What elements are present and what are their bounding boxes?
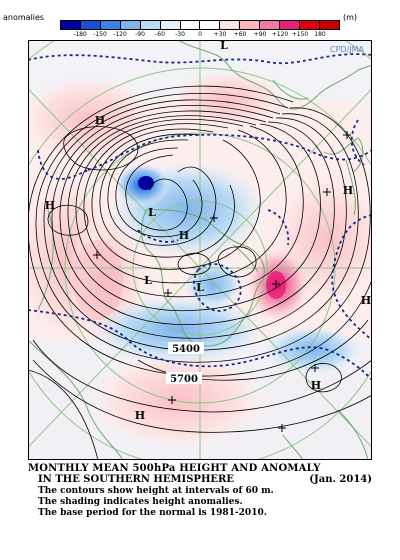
legend-swatch-4 — [140, 21, 161, 29]
legend-title: anomalies — [3, 13, 45, 22]
legend-tick: 180 — [314, 31, 326, 38]
legend-tick: +30 — [213, 31, 227, 38]
high-center-far-west: H — [45, 199, 55, 212]
legend-swatch-13 — [319, 21, 339, 29]
anomaly-legend: anomalies -180 -150 -120 -90 -60 -30 0 +30 +60 +9… — [0, 0, 400, 40]
legend-swatch-8 — [220, 21, 241, 29]
high-center-east: H — [343, 184, 353, 197]
legend-swatch-6 — [180, 21, 201, 29]
high-center-southeast: H — [311, 379, 321, 392]
low-center-main: L — [148, 206, 156, 219]
legend-swatch-9 — [240, 21, 261, 29]
caption-subtitle-row: IN THE SOUTHERN HEMISPHERE (Jan. 2014) — [28, 474, 372, 485]
legend-swatch-0 — [61, 21, 81, 29]
legend-tick-labels: -180 -150 -120 -90 -60 -30 0 +30 +60 +90 +120 +150 1… — [60, 31, 340, 40]
legend-tick: -90 — [135, 31, 145, 38]
legend-tick: -150 — [93, 31, 107, 38]
credit-label: CPD/JMA — [330, 45, 365, 54]
center-markers — [93, 131, 351, 432]
caption-note-contours: The contours show height at intervals of… — [38, 486, 274, 496]
map-frame — [28, 40, 372, 460]
legend-tick: -30 — [175, 31, 185, 38]
legend-tick: -120 — [113, 31, 127, 38]
anomaly-zero-contours — [28, 53, 372, 381]
caption-title: MONTHLY MEAN 500hPa HEIGHT AND ANOMALY — [28, 463, 321, 474]
caption-subtitle: IN THE SOUTHERN HEMISPHERE — [38, 474, 234, 485]
caption-note-shading: The shading indicates height anomalies. — [38, 497, 243, 507]
legend-swatch-10 — [260, 21, 281, 29]
high-center-south-pacific: H — [135, 409, 145, 422]
contour-labels: 5400 5700 — [166, 342, 204, 385]
legend-unit: (m) — [343, 13, 358, 22]
legend-color-bar — [60, 20, 340, 30]
contour-label-5400: 5400 — [172, 344, 200, 355]
contour-label-5700: 5700 — [170, 374, 198, 385]
caption-date: (Jan. 2014) — [309, 474, 372, 485]
low-center-west: L — [144, 274, 152, 287]
coastlines — [28, 40, 372, 460]
low-center-top: L — [220, 40, 228, 52]
legend-swatch-11 — [280, 21, 301, 29]
legend-swatch-1 — [80, 21, 101, 29]
legend-swatch-12 — [300, 21, 320, 29]
hemisphere-map: H H H H H H H L L L L 5400 5700 CPD/JMA — [28, 40, 372, 460]
legend-swatch-2 — [100, 21, 121, 29]
high-center-right-edge: H — [361, 294, 371, 307]
legend-tick: -60 — [155, 31, 165, 38]
legend-swatch-7 — [200, 21, 221, 29]
high-center-west-ocean: H — [95, 114, 105, 127]
legend-tick: +60 — [233, 31, 247, 38]
high-center-pole: H — [179, 229, 189, 242]
legend-tick: 0 — [198, 31, 202, 38]
legend-tick: +90 — [253, 31, 267, 38]
pressure-centers: H H H H H H H L L L L — [45, 40, 371, 422]
low-center-pole: L — [196, 281, 204, 294]
legend-tick: +150 — [291, 31, 309, 38]
caption-note-base-period: The base period for the normal is 1981-2… — [38, 508, 267, 518]
legend-swatch-5 — [160, 21, 181, 29]
legend-tick: +120 — [271, 31, 289, 38]
legend-tick: -180 — [73, 31, 87, 38]
legend-swatch-3 — [120, 21, 141, 29]
figure-caption: MONTHLY MEAN 500hPa HEIGHT AND ANOMALY I… — [28, 463, 372, 518]
